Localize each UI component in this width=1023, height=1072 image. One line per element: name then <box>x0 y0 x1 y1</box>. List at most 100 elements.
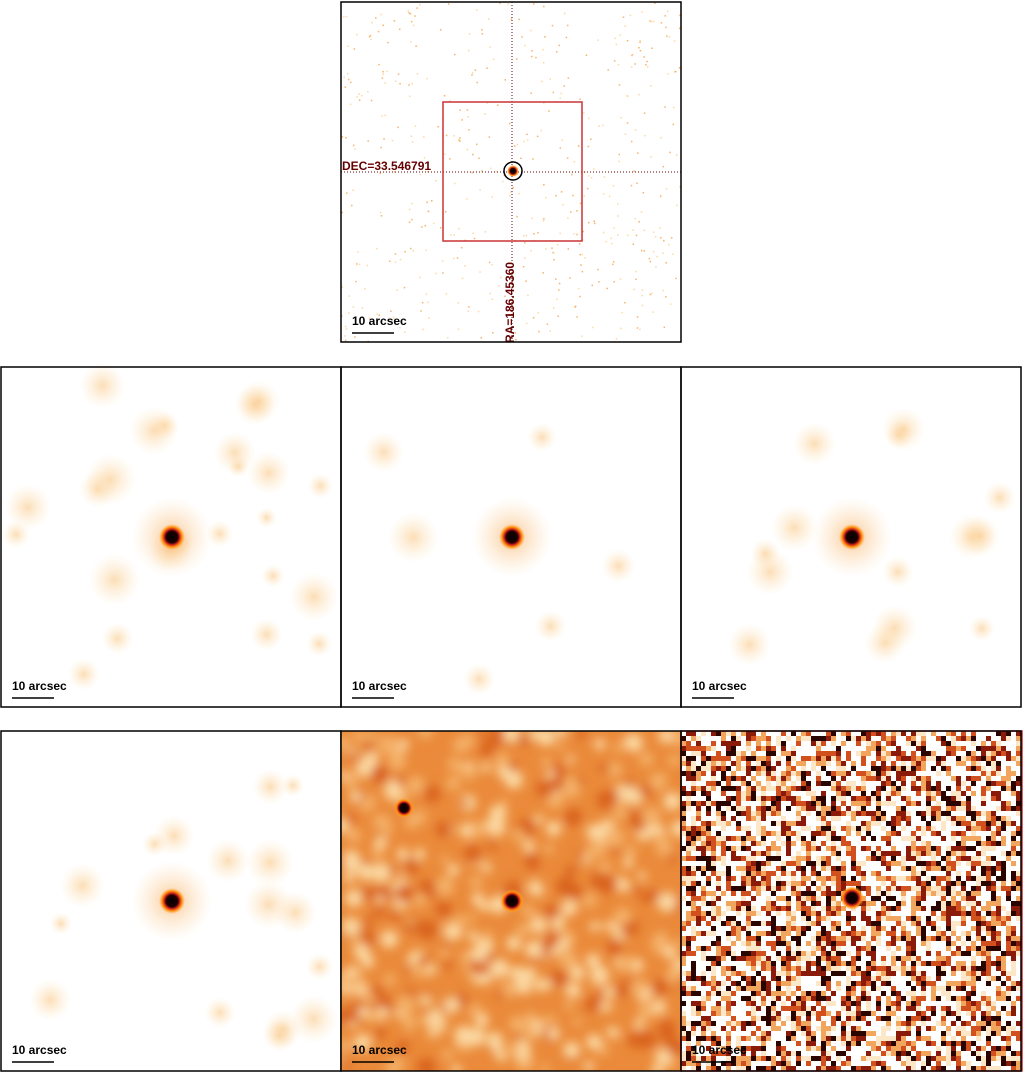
pix <box>881 876 886 881</box>
pix <box>831 741 836 746</box>
pix <box>961 756 966 761</box>
scale-label: 10 arcsec <box>352 314 407 328</box>
photon <box>531 217 533 220</box>
pix <box>776 791 781 796</box>
fluct <box>546 791 564 809</box>
pix <box>861 826 866 831</box>
pix <box>856 806 861 811</box>
pix <box>751 756 756 761</box>
pix <box>981 1066 986 1071</box>
pix <box>831 876 836 881</box>
pix <box>691 1066 696 1071</box>
pix <box>766 761 771 766</box>
pix <box>981 1011 986 1016</box>
pix <box>726 1006 731 1011</box>
photon <box>484 113 486 115</box>
pix <box>711 1061 716 1066</box>
pix <box>801 1011 806 1016</box>
photon <box>579 295 581 298</box>
pix <box>726 931 731 936</box>
pix <box>681 856 686 861</box>
photon <box>387 41 389 44</box>
pix <box>791 1051 796 1056</box>
pix <box>701 981 706 986</box>
pix <box>826 941 831 946</box>
pix <box>711 1041 716 1046</box>
pix <box>796 926 801 931</box>
pix <box>886 976 891 981</box>
photon <box>537 312 539 314</box>
pix <box>1016 886 1021 891</box>
pix <box>951 986 956 991</box>
pix <box>721 1051 726 1056</box>
pix <box>981 951 986 956</box>
pix <box>841 936 846 941</box>
photon <box>632 229 634 231</box>
pix <box>946 751 951 756</box>
pix <box>811 866 816 871</box>
pix <box>981 1056 986 1061</box>
pix <box>846 781 851 786</box>
photon <box>478 157 480 160</box>
photon <box>533 232 535 235</box>
pix <box>961 1031 966 1036</box>
pix <box>846 736 851 741</box>
pix <box>916 761 921 766</box>
fluct <box>497 765 510 779</box>
pix <box>816 1026 821 1031</box>
pix <box>916 926 921 931</box>
pix <box>976 756 981 761</box>
pix <box>691 776 696 781</box>
pix <box>871 896 876 901</box>
pix <box>821 1006 826 1011</box>
pix <box>691 936 696 941</box>
pix <box>966 951 971 956</box>
pix <box>911 1021 916 1026</box>
pix <box>976 841 981 846</box>
pix <box>921 776 926 781</box>
pix <box>881 1031 886 1036</box>
photon <box>665 262 667 264</box>
pix <box>776 896 781 901</box>
pix <box>736 1061 741 1066</box>
pix <box>706 876 711 881</box>
pix <box>791 981 796 986</box>
pix <box>996 1021 1001 1026</box>
pix <box>901 731 906 736</box>
pix <box>861 931 866 936</box>
pix <box>891 846 896 851</box>
pix <box>856 956 861 961</box>
pix <box>746 981 751 986</box>
pix <box>811 766 816 771</box>
pix <box>831 806 836 811</box>
pix <box>921 761 926 766</box>
pix <box>916 856 921 861</box>
photon <box>559 147 562 149</box>
pix <box>1006 971 1011 976</box>
photon <box>393 171 396 173</box>
pix <box>991 871 996 876</box>
pix <box>716 731 721 736</box>
pix <box>911 841 916 846</box>
pix <box>916 741 921 746</box>
pix <box>851 816 856 821</box>
pix <box>796 1056 801 1061</box>
pix <box>776 801 781 806</box>
pix <box>701 901 706 906</box>
photon <box>638 220 640 223</box>
fluct <box>593 979 603 990</box>
pix <box>1001 961 1006 966</box>
pix <box>741 806 746 811</box>
pix <box>991 781 996 786</box>
pix <box>811 996 816 1001</box>
pix <box>751 1056 756 1061</box>
pix <box>781 821 786 826</box>
pix <box>721 946 726 951</box>
pix <box>896 791 901 796</box>
pix <box>961 996 966 1001</box>
pix <box>966 836 971 841</box>
pix <box>851 1001 856 1006</box>
pix <box>801 776 806 781</box>
photon <box>411 141 414 143</box>
pix <box>751 766 756 771</box>
